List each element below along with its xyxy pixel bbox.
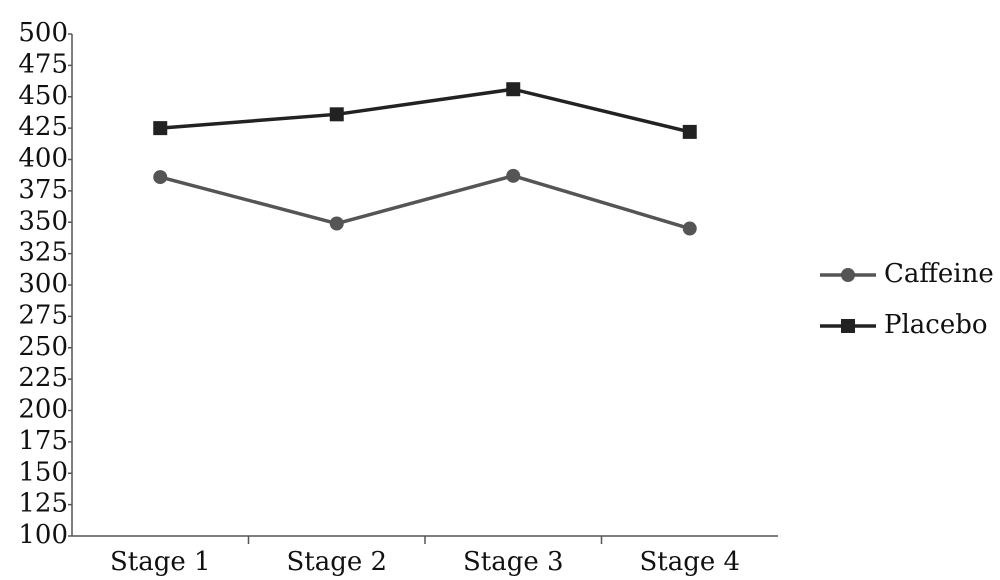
point	[682, 124, 697, 139]
y-tick-label: 225	[18, 363, 68, 393]
x-tick-label: Stage 3	[463, 547, 564, 577]
y-tick-label: 400	[18, 144, 68, 174]
legend-marker	[841, 268, 855, 282]
y-tick-label: 375	[18, 175, 68, 205]
y-tick-label: 275	[18, 300, 68, 330]
point	[506, 168, 521, 183]
x-tick-label: Stage 4	[639, 547, 740, 577]
y-tick-label: 300	[18, 269, 68, 299]
legend-marker	[841, 319, 855, 333]
y-tick-label: 200	[18, 395, 68, 425]
point	[329, 216, 344, 231]
x-tick-label: Stage 2	[286, 547, 387, 577]
legend-label: Placebo	[884, 310, 988, 340]
y-tick-label: 350	[18, 206, 68, 236]
point	[682, 221, 697, 236]
y-tick-label: 325	[18, 238, 68, 268]
y-tick-label: 425	[18, 112, 68, 142]
y-tick-label: 450	[18, 81, 68, 111]
y-tick-label: 250	[18, 332, 68, 362]
series-line	[159, 173, 691, 231]
legend-label: Caffeine	[884, 259, 994, 289]
y-tick-label: 100	[18, 520, 68, 550]
y-tick-label: 125	[18, 489, 68, 519]
point	[153, 121, 168, 136]
y-tick-label: 475	[18, 49, 68, 79]
series-line	[160, 87, 691, 134]
point	[329, 107, 344, 122]
y-tick-label: 500	[18, 18, 68, 48]
point	[506, 82, 521, 97]
x-tick-label: Stage 1	[110, 547, 211, 577]
y-tick-label: 150	[18, 457, 68, 487]
y-tick-label: 175	[18, 426, 68, 456]
point	[153, 170, 168, 185]
